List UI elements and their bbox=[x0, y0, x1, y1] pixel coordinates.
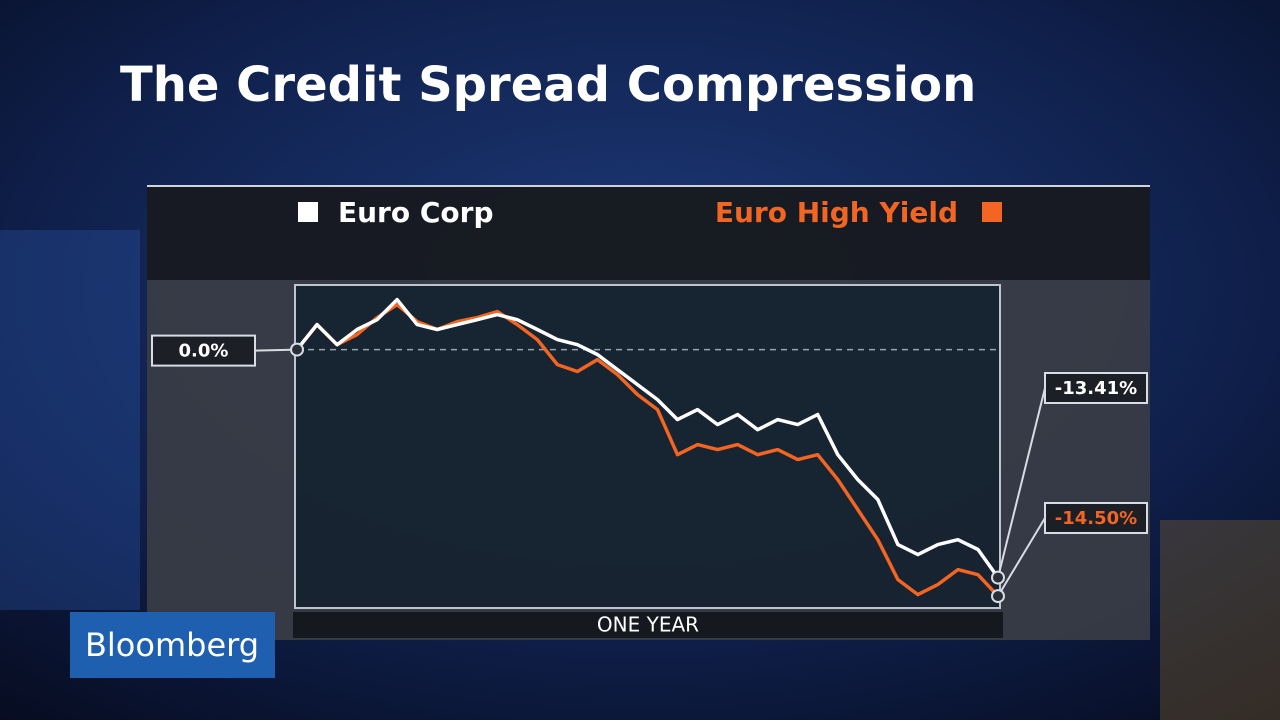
plot-area bbox=[294, 284, 1001, 609]
label-box bbox=[1044, 372, 1148, 404]
label-box bbox=[1044, 502, 1148, 534]
legend-swatch bbox=[982, 202, 1002, 222]
background-screen bbox=[0, 230, 140, 610]
background-light bbox=[1160, 520, 1280, 720]
point-marker bbox=[991, 589, 1005, 604]
x-label-bar bbox=[293, 612, 1003, 638]
legend-swatch bbox=[298, 202, 318, 222]
value-label: -14.50% bbox=[1055, 508, 1137, 529]
value-label: -13.41% bbox=[1055, 378, 1137, 399]
label-connector bbox=[997, 517, 1046, 597]
value-label: 0.0% bbox=[179, 341, 229, 362]
brand-logo: Bloomberg bbox=[85, 626, 259, 664]
label-connector bbox=[997, 387, 1046, 578]
point-marker bbox=[290, 342, 304, 357]
x-axis-label: ONE YEAR bbox=[597, 613, 699, 637]
series-line bbox=[295, 297, 1000, 579]
legend-band bbox=[147, 185, 1150, 280]
label-connector bbox=[254, 348, 298, 352]
legend-label: Euro High Yield bbox=[715, 196, 958, 229]
title: The Credit Spread Compression bbox=[120, 57, 976, 113]
legend-label: Euro Corp bbox=[338, 196, 494, 229]
brand-box bbox=[70, 612, 275, 678]
label-box bbox=[151, 334, 256, 367]
point-marker bbox=[991, 570, 1005, 585]
